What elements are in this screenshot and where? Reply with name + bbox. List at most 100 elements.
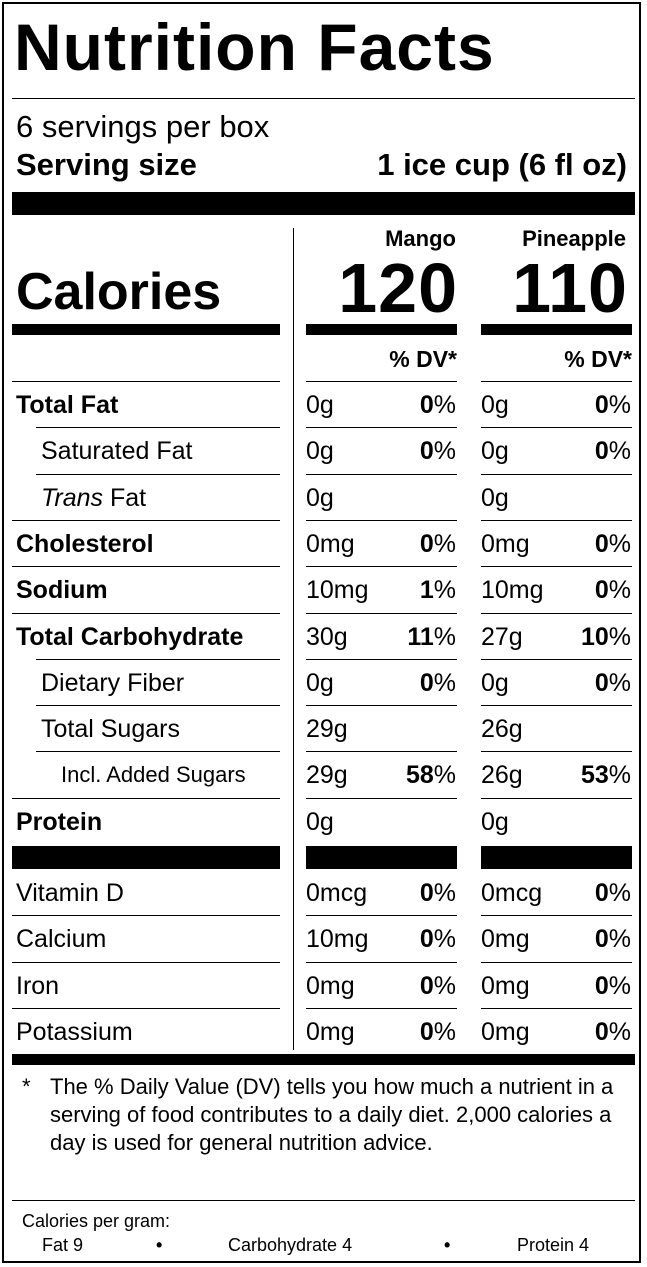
amount-mango: 0g [306,807,334,836]
thick-bar-bottom [12,1054,635,1065]
daily-value-pineapple: 0% [594,437,631,466]
amount-mango: 29g [306,761,348,790]
row-divider [481,915,632,917]
daily-value-pineapple: 0% [594,391,631,419]
calories-mango: 120 [338,249,458,327]
amount-mango: 0g [306,483,334,512]
daily-value-pineapple: 10% [580,622,631,651]
thick-bar-top [12,192,635,215]
amount-pineapple: 0mg [481,971,530,1000]
daily-value-pineapple: 0% [594,576,631,605]
vitamin-bar-pineapple [481,846,632,869]
calories-bar-mango [306,324,457,335]
serving-size-label: Serving size [16,147,197,182]
nutrient-label: Saturated Fat [41,437,193,466]
separator-dot-1: • [156,1235,163,1255]
vitamin-bar-label [12,846,280,869]
nutrient-label: Calcium [16,925,107,954]
servings-per-container: 6 servings per box [16,109,270,144]
serving-size-value: 1 ice cup (6 fl oz) [377,147,627,182]
row-divider [36,751,280,753]
row-divider [306,381,457,382]
row-divider [481,961,632,963]
amount-mango: 0mg [306,1017,355,1046]
row-divider [481,566,632,568]
amount-mango: 0g [306,391,334,419]
daily-value-pineapple: 53% [580,761,631,790]
amount-mango: 0g [306,668,334,697]
nutrient-row-dietary-fiber: Dietary Fiber 0g 0% 0g 0% [0,660,647,706]
row-divider [306,705,457,707]
row-divider [481,797,632,799]
row-divider [36,473,280,475]
row-divider [12,915,280,917]
row-divider [12,381,280,382]
nutrient-row-total-carbohydrate: Total Carbohydrate 30g 11% 27g 10% [0,614,647,660]
nutrient-row-total-fat: Total Fat 0g 0% 0g 0% [0,382,647,428]
calories-bar-label [12,324,280,335]
row-divider [36,658,280,660]
footnote-star: * [22,1074,31,1099]
calories-bar-pineapple [481,324,632,335]
daily-value-mango: 58% [405,761,456,790]
calories-label: Calories [16,263,222,321]
row-divider [306,751,457,753]
nutrient-row-iron: Iron 0mg 0% 0mg 0% [0,963,647,1009]
amount-mango: 29g [306,715,348,744]
row-divider [12,961,280,963]
divider-title [12,98,635,99]
amount-pineapple: 0g [481,668,509,697]
daily-value-mango: 0% [419,879,456,907]
row-divider [36,705,280,707]
nutrient-label-rest: Fat [103,483,147,512]
amount-pineapple: 0mg [481,925,530,954]
amount-pineapple: 0mcg [481,879,543,907]
nutrient-label: Trans Fat [41,475,146,521]
amount-mango: 0g [306,437,334,466]
daily-value-mango: 0% [419,1017,456,1046]
row-divider [481,658,632,660]
nutrient-row-protein: Protein 0g 0g [0,799,647,845]
amount-pineapple: 0g [481,807,509,836]
row-divider [306,612,457,614]
nutrient-label: Total Sugars [41,715,180,744]
daily-value-mango: 0% [419,925,456,954]
row-divider [481,381,632,382]
row-divider [306,797,457,799]
nutrient-label: Dietary Fiber [41,668,185,697]
row-divider [306,566,457,568]
row-divider [481,1007,632,1009]
amount-mango: 10mg [306,576,369,605]
daily-value-mango: 0% [419,437,456,466]
divider-footnote [12,1200,635,1201]
calories-pineapple: 110 [512,249,628,327]
row-divider [481,473,632,475]
row-divider [481,519,632,521]
nutrient-label: Potassium [16,1017,133,1046]
daily-value-mango: 0% [419,668,456,697]
label-title: Nutrition Facts [14,10,495,84]
column-name-pineapple: Pineapple [522,226,626,251]
nutrient-label: Protein [16,807,103,836]
daily-value-mango: 0% [419,529,456,558]
row-divider [306,658,457,660]
row-divider [12,566,280,568]
nutrient-row-sodium: Sodium 10mg 1% 10mg 0% [0,567,647,613]
amount-pineapple: 0mg [481,529,530,558]
footnote-text: The % Daily Value (DV) tells you how muc… [50,1074,614,1155]
amount-pineapple: 26g [481,715,523,744]
calories-per-gram-carbohydrate: Carbohydrate 4 [228,1235,353,1255]
daily-value-pineapple: 0% [594,1017,631,1046]
daily-value-mango: 0% [419,971,456,1000]
nutrient-label: Vitamin D [16,879,124,907]
daily-value-pineapple: 0% [594,668,631,697]
dv-header-pineapple: % DV* [564,346,632,372]
row-divider [481,612,632,614]
calories-per-gram-fat: Fat 9 [42,1235,84,1255]
row-divider [306,519,457,521]
column-divider [293,228,294,1050]
row-divider [481,427,632,429]
row-divider [12,1007,280,1009]
separator-dot-2: • [444,1235,451,1255]
nutrient-label: Total Fat [16,391,119,419]
